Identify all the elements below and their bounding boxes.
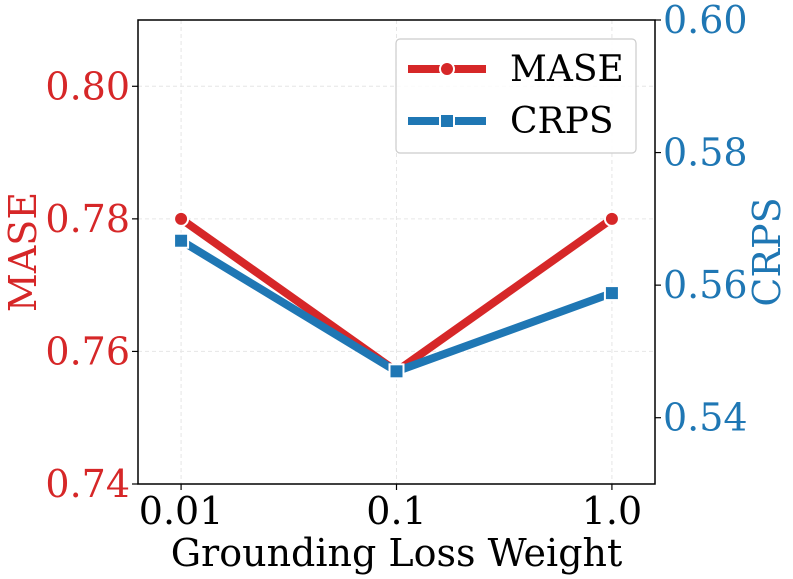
data-point-crps [603, 285, 620, 302]
series-crps [173, 232, 620, 380]
x-tick-label: 1.0 [582, 489, 642, 533]
data-point-crps [388, 363, 405, 380]
legend-marker [439, 61, 455, 77]
y-left-tick-label: 0.76 [45, 329, 130, 373]
legend-marker [439, 113, 455, 129]
legend: MASE CRPS [395, 38, 637, 154]
x-axis-label: Grounding Loss Weight [171, 531, 623, 575]
data-point-crps [173, 232, 190, 249]
y-left-tick-label: 0.80 [45, 64, 130, 108]
legend-label: CRPS [510, 101, 614, 142]
data-point-mase [603, 210, 620, 227]
legend-item-mase: MASE [408, 49, 624, 90]
data-point-mase [173, 210, 190, 227]
y-right-tick-label: 0.56 [663, 263, 748, 307]
x-tick-label: 0.1 [366, 489, 426, 533]
y-axis-left-label: MASE [1, 192, 45, 312]
legend-label: MASE [510, 49, 624, 90]
y-right-tick-label: 0.60 [663, 0, 748, 42]
ticks: 0.01 0.1 1.0 0.74 0.76 0.78 0.80 0.54 0.56 0.58 0.… [45, 0, 747, 533]
y-right-tick-label: 0.54 [663, 396, 748, 440]
y-left-tick-label: 0.74 [45, 462, 130, 506]
x-tick-label: 0.01 [139, 489, 224, 533]
y-left-tick-label: 0.78 [45, 197, 130, 241]
y-axis-right-label: CRPS [745, 197, 789, 306]
y-right-tick-label: 0.58 [663, 131, 748, 175]
legend-item-crps: CRPS [408, 101, 614, 142]
series-layer [173, 210, 620, 380]
